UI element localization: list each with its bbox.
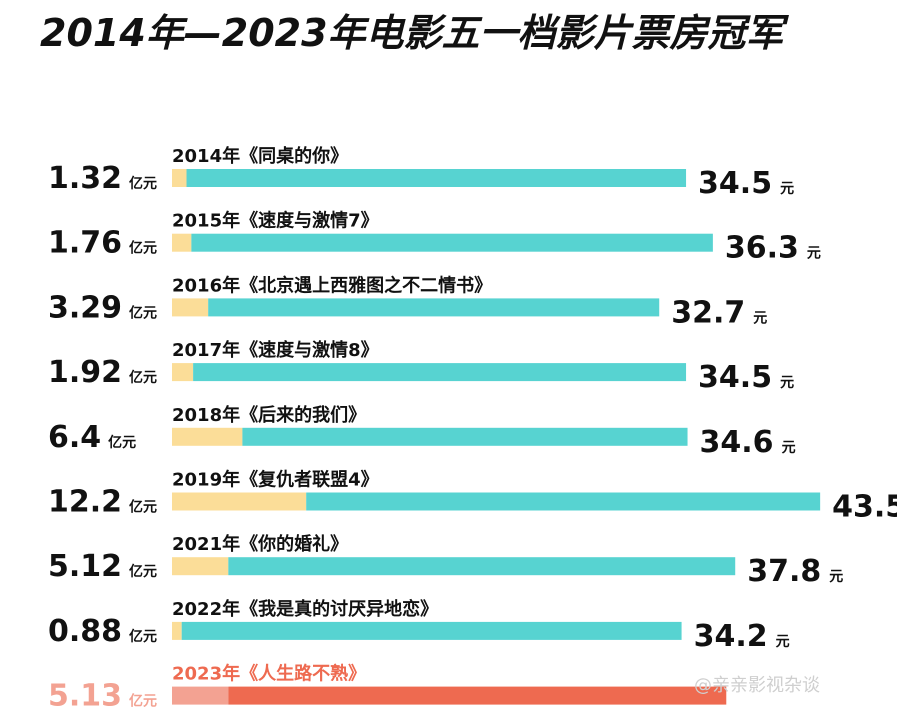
price-value-label: 37.8 元 xyxy=(747,554,843,589)
price-value-label: 34.5 元 xyxy=(698,166,794,201)
price-value-label: 43.5元 xyxy=(832,490,897,525)
price-value-label: 34.6 元 xyxy=(700,425,796,460)
box-office-segment xyxy=(172,169,187,187)
price-bar xyxy=(193,363,687,382)
box-office-number: 6.4 xyxy=(48,420,101,455)
box-office-unit: 亿元 xyxy=(108,434,136,451)
price-number: 43.5 xyxy=(832,490,897,525)
box-office-segment xyxy=(172,557,229,576)
price-bar xyxy=(228,557,736,576)
category-label: 2018年《后来的我们》 xyxy=(172,404,366,426)
price-number: 36.3 xyxy=(725,231,799,266)
price-number: 34.5 xyxy=(698,166,772,201)
box-office-number: 1.32 xyxy=(48,161,122,196)
category-label: 2021年《你的婚礼》 xyxy=(172,533,348,555)
price-value-label: 34.2 元 xyxy=(694,619,790,654)
category-label: 2016年《北京遇上西雅图之不二情书》 xyxy=(172,274,492,296)
box-office-value-label: 3.29 亿元 xyxy=(48,290,157,325)
box-office-segment xyxy=(172,298,209,317)
box-office-value-label: 1.92 亿元 xyxy=(48,355,157,390)
price-value-label: 34.5 元 xyxy=(698,360,794,395)
box-office-value-label: 5.12 亿元 xyxy=(48,549,157,584)
chart-title: 2014年—2023年电影五一档影片票房冠军 xyxy=(40,11,784,55)
price-value-label: 32.7 元 xyxy=(671,295,767,330)
box-office-number: 1.76 xyxy=(48,226,122,261)
price-unit: 元 xyxy=(829,569,843,585)
price-unit: 元 xyxy=(753,310,767,326)
price-bar xyxy=(186,169,687,187)
box-office-segment xyxy=(172,363,194,382)
price-number: 34.6 xyxy=(700,425,774,460)
price-bar xyxy=(242,427,688,446)
box-office-value-label: 5.13 亿元 xyxy=(48,679,157,714)
box-office-unit: 亿元 xyxy=(129,499,157,516)
box-office-unit: 亿元 xyxy=(129,304,157,321)
box-office-unit: 亿元 xyxy=(129,693,157,710)
box-office-number: 3.29 xyxy=(48,290,122,325)
box-office-value-label: 0.88 亿元 xyxy=(48,614,157,649)
box-office-value-label: 6.4 亿元 xyxy=(48,420,136,455)
box-office-segment xyxy=(172,621,182,640)
price-bar xyxy=(181,621,682,640)
category-label: 2022年《我是真的讨厌异地恋》 xyxy=(172,598,438,620)
price-number: 34.5 xyxy=(698,360,772,395)
category-label: 2015年《速度与激情7》 xyxy=(172,210,379,232)
price-value-label: 36.3 元 xyxy=(725,231,821,266)
box-office-segment xyxy=(172,492,307,511)
category-label: 2019年《复仇者联盟4》 xyxy=(172,469,379,491)
price-bar xyxy=(306,492,821,511)
box-office-segment xyxy=(172,233,192,252)
box-office-unit: 亿元 xyxy=(129,240,157,257)
box-office-number: 5.13 xyxy=(48,679,122,714)
box-office-unit: 亿元 xyxy=(129,175,157,192)
box-office-unit: 亿元 xyxy=(129,369,157,386)
box-office-segment xyxy=(172,686,229,705)
box-office-unit: 亿元 xyxy=(129,628,157,645)
box-office-number: 0.88 xyxy=(48,614,122,649)
box-office-number: 12.2 xyxy=(48,485,122,520)
box-office-number: 5.12 xyxy=(48,549,122,584)
price-unit: 元 xyxy=(807,246,821,262)
box-office-value-label: 12.2 亿元 xyxy=(48,485,157,520)
price-unit: 元 xyxy=(776,634,790,650)
box-office-number: 1.92 xyxy=(48,355,122,390)
box-office-value-label: 1.32 亿元 xyxy=(48,161,157,196)
category-label: 2014年《同桌的你》 xyxy=(172,145,348,167)
box-office-unit: 亿元 xyxy=(129,563,157,580)
price-bar xyxy=(191,233,713,252)
price-unit: 元 xyxy=(780,375,794,391)
box-office-value-label: 1.76 亿元 xyxy=(48,226,157,261)
price-bar xyxy=(208,298,660,317)
box-office-segment xyxy=(172,427,243,446)
price-number: 34.2 xyxy=(694,619,768,654)
category-label: 2023年《人生路不熟》 xyxy=(172,663,366,685)
price-unit: 元 xyxy=(782,440,796,456)
price-number: 37.8 xyxy=(747,554,821,589)
price-unit: 元 xyxy=(780,181,794,197)
category-label: 2017年《速度与激情8》 xyxy=(172,339,379,361)
watermark: @亲亲影视杂谈 xyxy=(694,675,820,696)
price-number: 32.7 xyxy=(671,295,745,330)
price-bar xyxy=(228,686,727,705)
